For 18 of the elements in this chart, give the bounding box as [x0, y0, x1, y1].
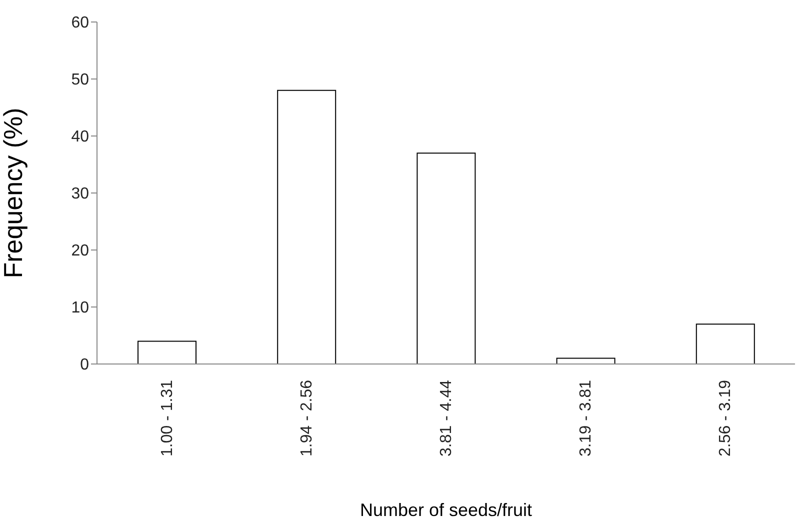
x-tick-label: 2.56 - 3.19 [717, 380, 734, 456]
x-axis-title: Number of seeds/fruit [360, 500, 532, 520]
bar [696, 324, 755, 364]
y-tick-label: 50 [71, 72, 90, 89]
y-axis-title: Frequency (%) [0, 108, 28, 278]
x-tick-label: 3.19 - 3.81 [578, 380, 595, 456]
bar [138, 340, 196, 364]
y-tick-label: 40 [71, 128, 90, 146]
y-tick-label: 60 [71, 14, 90, 32]
y-tick-label: 0 [80, 356, 90, 374]
bar [416, 152, 476, 364]
y-tick-label: 10 [71, 300, 90, 317]
x-tick-label: 1.94 - 2.56 [298, 380, 316, 456]
y-tick-label: 30 [71, 186, 90, 203]
bar [277, 90, 336, 364]
y-tick-label: 20 [71, 242, 90, 260]
x-tick-label: 1.00 - 1.31 [158, 380, 176, 456]
x-tick-label: 3.81 - 4.44 [438, 380, 455, 456]
